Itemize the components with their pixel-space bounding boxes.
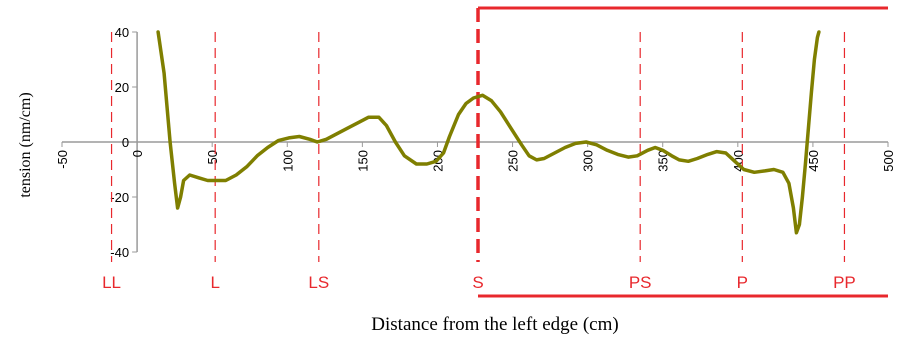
x-axis-label: Distance from the left edge (cm) [371, 314, 618, 335]
marker-label-ps: PS [629, 273, 652, 292]
series-line-1 [156, 30, 821, 235]
x-tick-label: 50 [205, 150, 220, 164]
x-tick-label: -50 [55, 150, 70, 169]
marker-label-s: S [472, 273, 483, 292]
marker-label-pp: PP [833, 273, 856, 292]
y-axis-label: tension (nm/cm) [17, 92, 34, 197]
x-tick-label: 0 [130, 150, 145, 157]
marker-label-ls: LS [308, 273, 329, 292]
x-tick-label: 250 [506, 150, 521, 172]
x-tick-label: 300 [581, 150, 596, 172]
y-tick-label: -40 [110, 245, 129, 260]
y-tick-label: 0 [122, 135, 129, 150]
marker-label-l: L [210, 273, 219, 292]
x-tick-label: 350 [656, 150, 671, 172]
x-tick-label: 500 [881, 150, 896, 172]
x-tick-label: 100 [280, 150, 295, 172]
x-tick-label: 450 [806, 150, 821, 172]
y-tick-label: 20 [115, 80, 129, 95]
vertical-markers: LL L LS S PS P PP [102, 6, 888, 298]
y-tick-label: 40 [115, 25, 129, 40]
y-tick-label: -20 [110, 190, 129, 205]
marker-label-ll: LL [102, 273, 121, 292]
axes: -50 0 50 100 150 200 250 300 350 400 450 500-40-200… [55, 25, 896, 260]
x-tick-label: 150 [355, 150, 370, 172]
marker-label-p: P [737, 273, 748, 292]
series-layer [156, 30, 821, 235]
